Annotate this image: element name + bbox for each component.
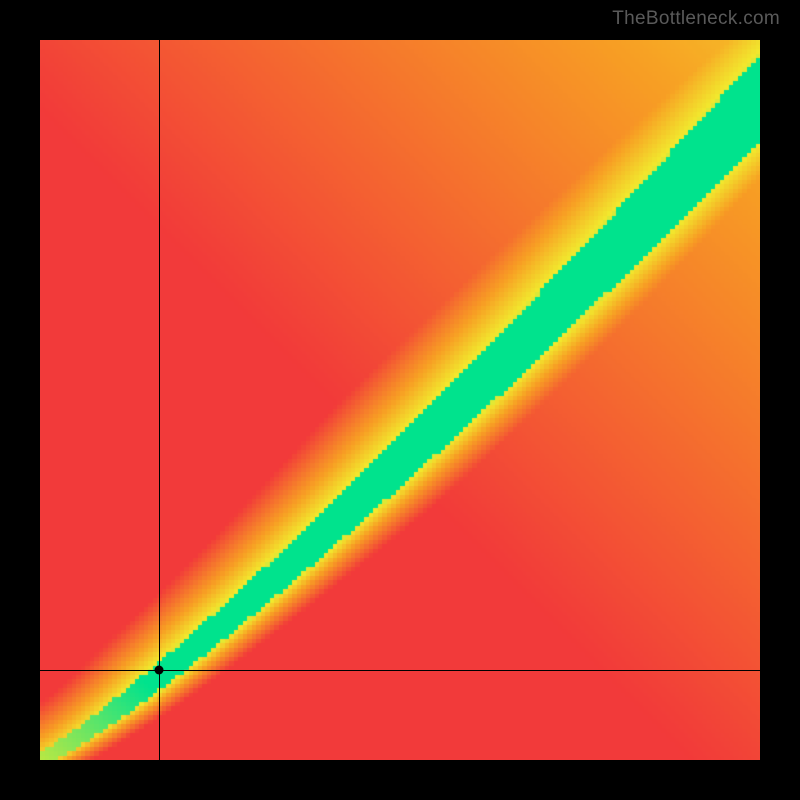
- crosshair-horizontal: [40, 670, 760, 671]
- plot-area: [40, 40, 760, 760]
- heatmap-canvas: [40, 40, 760, 760]
- marker-point: [154, 666, 163, 675]
- watermark-text: TheBottleneck.com: [612, 8, 780, 30]
- crosshair-vertical: [159, 40, 160, 760]
